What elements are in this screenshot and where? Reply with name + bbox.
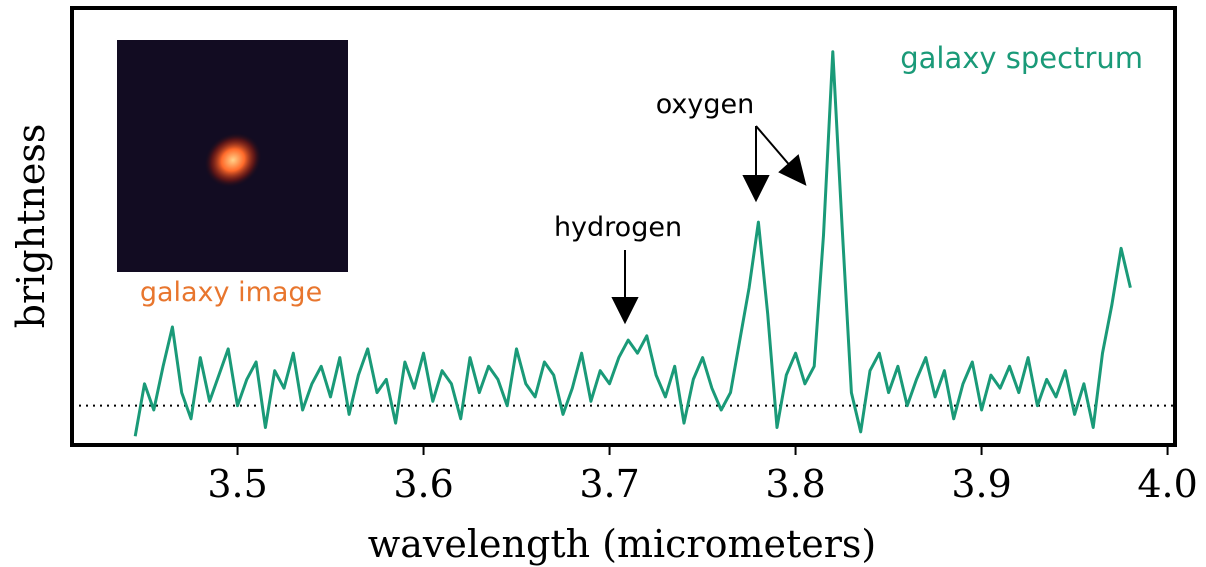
x-axis-label: wavelength (micrometers) bbox=[368, 522, 877, 566]
y-axis-label: brightness bbox=[9, 124, 53, 329]
arrows bbox=[611, 125, 807, 325]
annotation: hydrogen bbox=[554, 212, 682, 243]
annotation: oxygen bbox=[656, 89, 755, 120]
galaxy-blob bbox=[204, 132, 262, 188]
x-tick-label: 3.8 bbox=[765, 462, 825, 506]
plot-area bbox=[72, 50, 1175, 437]
x-tick-label: 3.7 bbox=[579, 462, 639, 506]
x-tick-label: 4.0 bbox=[1137, 462, 1197, 506]
arrow-head bbox=[611, 297, 639, 325]
x-tick-label: 3.6 bbox=[393, 462, 453, 506]
x-tick-label: 3.9 bbox=[951, 462, 1011, 506]
x-tick-label: 3.5 bbox=[207, 462, 267, 506]
legend-label: galaxy spectrum bbox=[900, 41, 1143, 75]
arrow-shaft bbox=[755, 125, 793, 169]
arrow-head bbox=[742, 175, 770, 203]
spectrum-line bbox=[133, 50, 1132, 437]
inset-label: galaxy image bbox=[140, 277, 322, 308]
arrow-head bbox=[778, 154, 807, 186]
